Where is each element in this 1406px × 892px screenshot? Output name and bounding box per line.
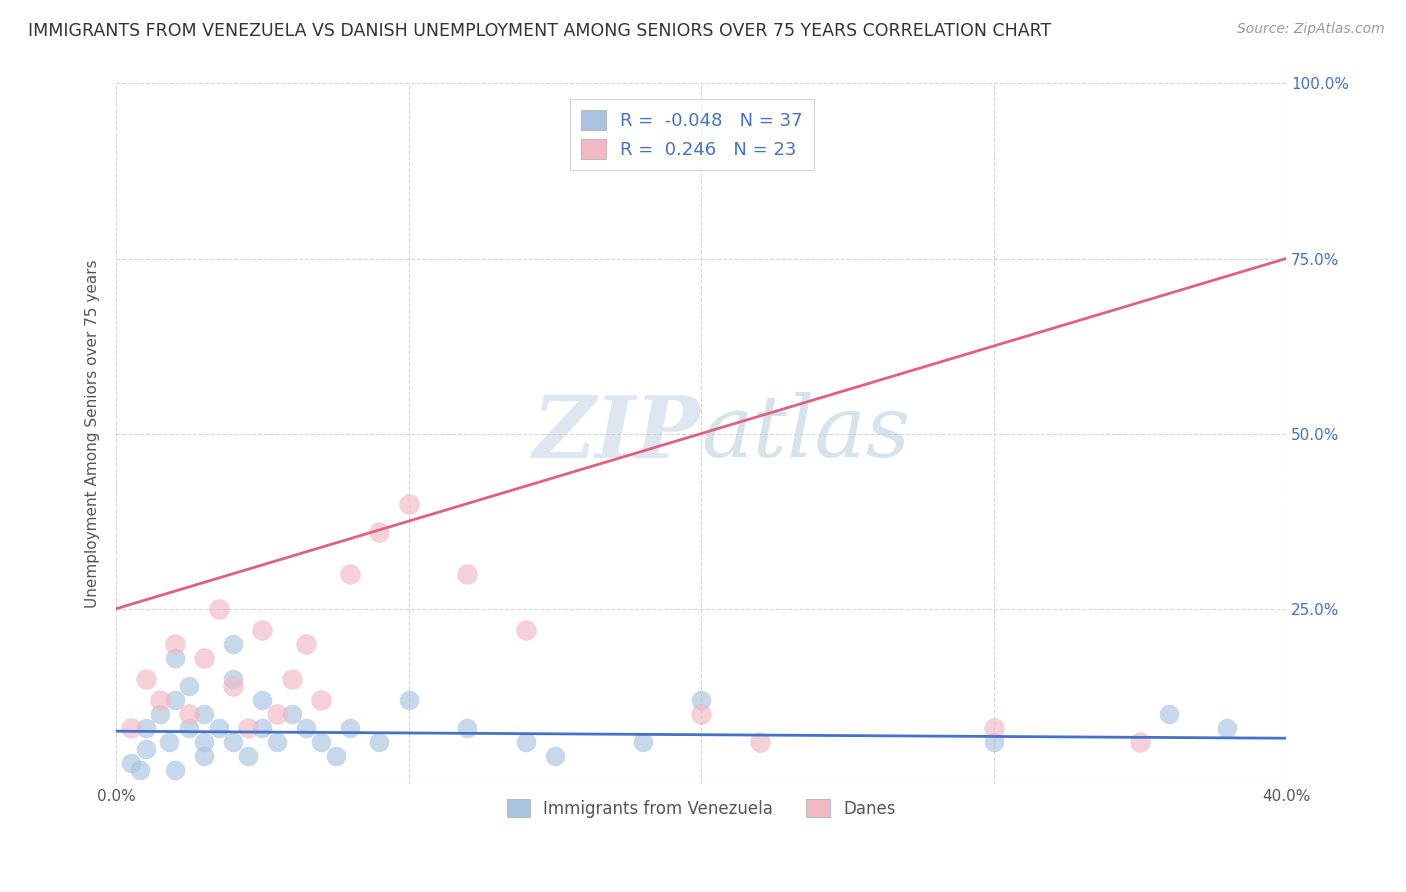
Point xyxy=(179,679,201,693)
Point xyxy=(690,692,713,706)
Point xyxy=(280,672,302,686)
Point xyxy=(339,566,361,581)
Point xyxy=(222,679,245,693)
Point xyxy=(134,721,156,735)
Point xyxy=(236,721,259,735)
Point xyxy=(368,735,391,749)
Point xyxy=(163,637,186,651)
Point xyxy=(120,756,142,770)
Text: atlas: atlas xyxy=(702,392,910,475)
Point xyxy=(1216,721,1239,735)
Point xyxy=(193,735,215,749)
Text: IMMIGRANTS FROM VENEZUELA VS DANISH UNEMPLOYMENT AMONG SENIORS OVER 75 YEARS COR: IMMIGRANTS FROM VENEZUELA VS DANISH UNEM… xyxy=(28,22,1052,40)
Point xyxy=(295,637,318,651)
Point xyxy=(222,735,245,749)
Point xyxy=(515,735,537,749)
Text: Source: ZipAtlas.com: Source: ZipAtlas.com xyxy=(1237,22,1385,37)
Point xyxy=(309,735,332,749)
Point xyxy=(163,692,186,706)
Point xyxy=(149,692,172,706)
Point xyxy=(690,706,713,721)
Point xyxy=(983,735,1005,749)
Point xyxy=(149,706,172,721)
Point xyxy=(631,735,654,749)
Point xyxy=(748,735,770,749)
Point xyxy=(179,721,201,735)
Point xyxy=(222,672,245,686)
Point xyxy=(398,497,420,511)
Point xyxy=(252,721,274,735)
Point xyxy=(368,524,391,539)
Point xyxy=(128,763,150,777)
Point xyxy=(1129,735,1152,749)
Point xyxy=(280,706,302,721)
Point xyxy=(222,637,245,651)
Point xyxy=(252,692,274,706)
Point xyxy=(120,721,142,735)
Point xyxy=(515,623,537,637)
Point xyxy=(134,672,156,686)
Point xyxy=(339,721,361,735)
Point xyxy=(325,748,347,763)
Point xyxy=(134,741,156,756)
Point xyxy=(179,706,201,721)
Point xyxy=(163,763,186,777)
Point xyxy=(207,721,229,735)
Point xyxy=(252,623,274,637)
Y-axis label: Unemployment Among Seniors over 75 years: Unemployment Among Seniors over 75 years xyxy=(86,260,100,608)
Point xyxy=(544,748,567,763)
Point xyxy=(236,748,259,763)
Point xyxy=(193,706,215,721)
Point xyxy=(983,721,1005,735)
Point xyxy=(456,721,478,735)
Point xyxy=(1157,706,1180,721)
Point xyxy=(163,650,186,665)
Point xyxy=(266,735,288,749)
Point xyxy=(398,692,420,706)
Point xyxy=(456,566,478,581)
Legend: Immigrants from Venezuela, Danes: Immigrants from Venezuela, Danes xyxy=(501,792,903,824)
Point xyxy=(207,601,229,615)
Point xyxy=(309,692,332,706)
Point xyxy=(295,721,318,735)
Text: ZIP: ZIP xyxy=(533,392,702,475)
Point xyxy=(157,735,180,749)
Point xyxy=(193,650,215,665)
Point xyxy=(266,706,288,721)
Point xyxy=(193,748,215,763)
